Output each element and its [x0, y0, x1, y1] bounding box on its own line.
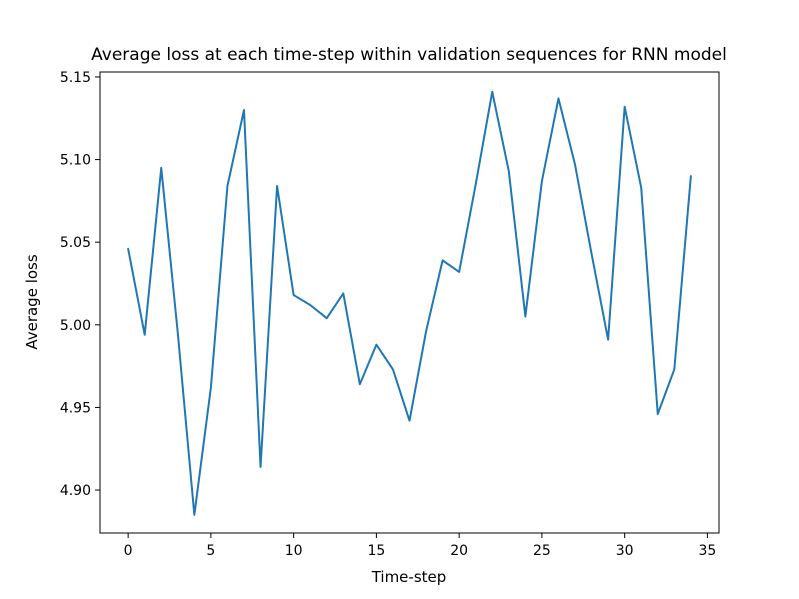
x-tick-label: 15 — [367, 543, 385, 559]
x-axis-label: Time-step — [371, 568, 447, 586]
x-axis: 0 5 10 15 20 25 30 35 — [124, 533, 717, 559]
plot-area — [127, 90, 692, 516]
x-tick-label: 10 — [285, 543, 303, 559]
y-tick-label: 4.90 — [60, 483, 91, 499]
y-tick-label: 4.95 — [60, 400, 91, 416]
chart-title: Average loss at each time-step within va… — [91, 45, 727, 65]
x-tick-label: 5 — [206, 543, 215, 559]
x-tick-label: 25 — [533, 543, 551, 559]
x-tick-label: 20 — [450, 543, 468, 559]
y-tick-label: 5.15 — [60, 70, 91, 86]
x-tick-label: 0 — [124, 543, 133, 559]
x-tick-label: 35 — [699, 543, 717, 559]
y-tick-label: 5.05 — [60, 235, 91, 251]
y-tick-label: 5.10 — [60, 153, 91, 169]
series-line — [127, 90, 692, 516]
y-axis-label: Average loss — [23, 254, 41, 350]
y-tick-label: 5.00 — [60, 318, 91, 334]
x-tick-label: 30 — [616, 543, 634, 559]
y-axis: 4.90 4.95 5.00 5.05 5.10 5.15 — [60, 70, 100, 499]
plot-frame — [99, 71, 720, 534]
